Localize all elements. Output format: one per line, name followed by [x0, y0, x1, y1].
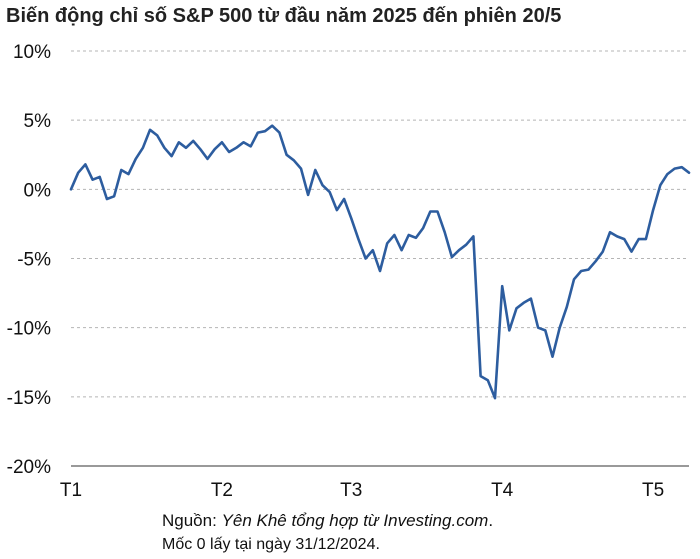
plot-area — [69, 124, 691, 400]
source-prefix: Nguồn: — [162, 511, 222, 530]
y-tick-label: -20% — [7, 457, 51, 478]
y-tick-label: 5% — [24, 111, 52, 132]
line-chart: 10% 5% 0% -5% -10% -15% -20% T1 T2 T3 T4 T5 — [7, 42, 691, 501]
series-line-sp500 — [69, 124, 691, 400]
y-axis: 10% 5% 0% -5% -10% -15% -20% — [7, 42, 51, 478]
source-note: Nguồn: Yên Khê tổng hợp từ Investing.com… — [162, 511, 493, 531]
y-tick-label: -10% — [7, 319, 51, 340]
source-suffix: . — [488, 511, 494, 530]
chart-title: Biến động chỉ số S&P 500 từ đầu năm 2025… — [6, 5, 562, 27]
x-axis: T1 T2 T3 T4 T5 — [60, 465, 689, 501]
y-tick-label: 10% — [13, 42, 51, 63]
source-text: Yên Khê tổng hợp từ Investing.com — [221, 511, 489, 530]
y-tick-label: -15% — [7, 388, 51, 409]
x-tick-label: T3 — [340, 480, 362, 501]
y-tick-label: 0% — [24, 180, 52, 201]
x-tick-label: T1 — [60, 480, 82, 501]
x-tick-label: T2 — [211, 480, 233, 501]
gridlines — [71, 50, 689, 398]
x-tick-label: T4 — [491, 480, 514, 501]
y-tick-label: -5% — [17, 250, 51, 271]
x-tick-label: T5 — [642, 480, 664, 501]
baseline-note: Mốc 0 lấy tại ngày 31/12/2024. — [162, 536, 380, 553]
